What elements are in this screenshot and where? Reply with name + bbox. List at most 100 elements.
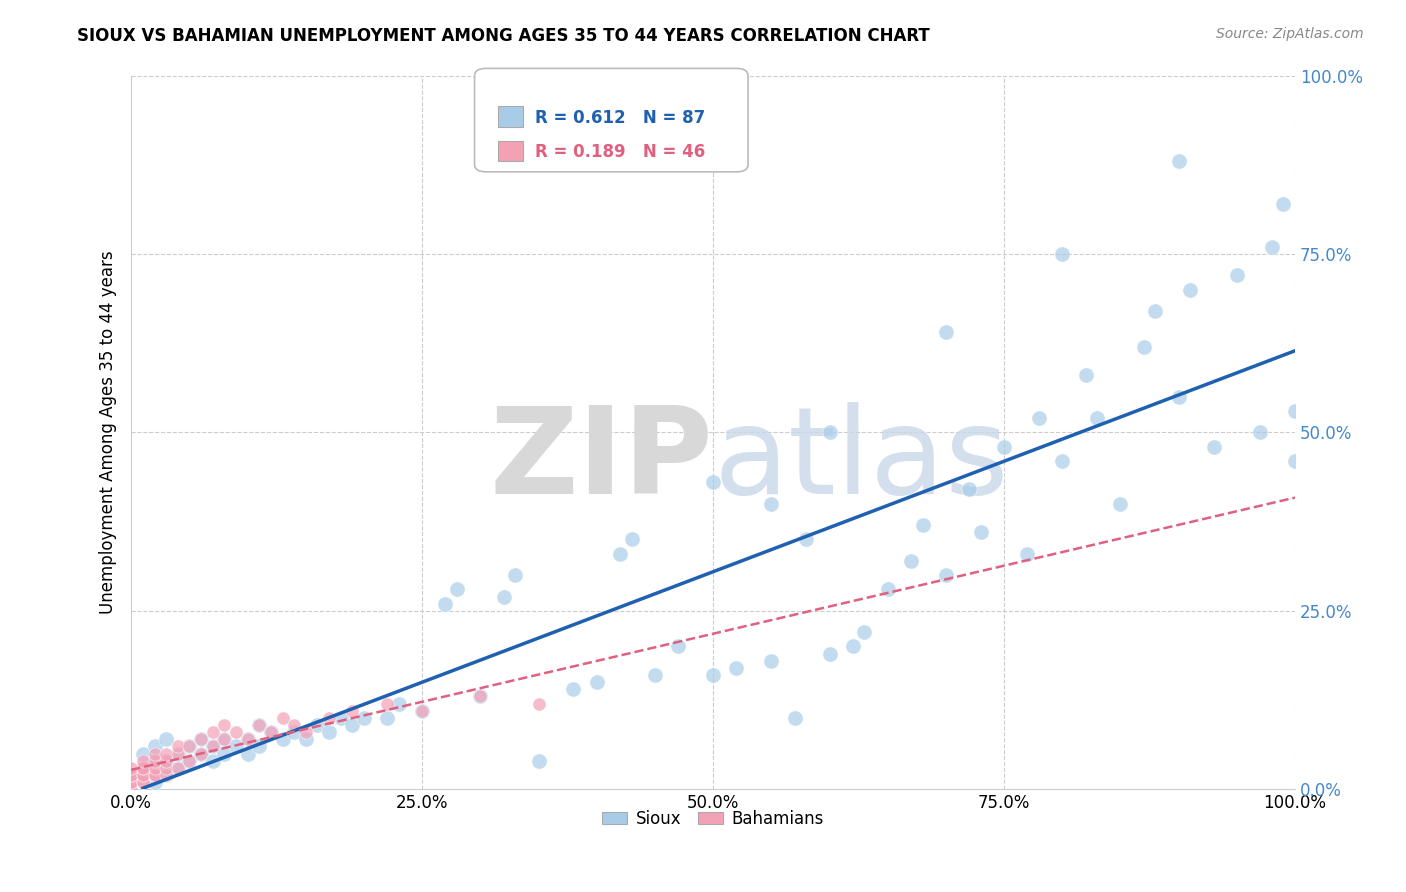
Point [271,732,294,747]
Bar [498,106,523,127]
Point [201,739,224,754]
Point [1226,268,1249,283]
Point [470,690,492,704]
Point [1074,368,1097,383]
Point [132,761,155,775]
Point [201,754,224,768]
Point [1261,240,1284,254]
Point [190,732,212,747]
Point [1284,404,1306,418]
Point [1284,454,1306,468]
Point [271,711,294,725]
Point [166,761,188,775]
Point [120,761,142,775]
Point [935,568,957,582]
Point [1272,197,1295,211]
Point [818,425,841,440]
Point [143,747,166,761]
Point [120,768,142,782]
Text: R = 0.612   N = 87: R = 0.612 N = 87 [536,109,706,127]
Point [143,754,166,768]
FancyBboxPatch shape [475,69,748,172]
Point [247,739,270,754]
Point [155,754,177,768]
Point [1144,304,1167,318]
Point [214,718,236,732]
Point [132,747,155,761]
Point [876,582,898,597]
Point [1180,283,1202,297]
Point [132,754,155,768]
Point [190,747,212,761]
Text: Source: ZipAtlas.com: Source: ZipAtlas.com [1216,27,1364,41]
Point [609,547,631,561]
Point [1017,547,1039,561]
Point [1109,497,1132,511]
Point [527,697,550,711]
Point [214,747,236,761]
Point [120,775,142,789]
Point [342,704,364,718]
Point [120,768,142,782]
Point [155,747,177,761]
Point [155,754,177,768]
Point [503,568,526,582]
Point [201,739,224,754]
Point [179,739,201,754]
Point [143,768,166,782]
Point [375,711,398,725]
Point [132,768,155,782]
Point [132,768,155,782]
Point [143,768,166,782]
Text: SIOUX VS BAHAMIAN UNEMPLOYMENT AMONG AGES 35 TO 44 YEARS CORRELATION CHART: SIOUX VS BAHAMIAN UNEMPLOYMENT AMONG AGE… [77,27,931,45]
Point [247,718,270,732]
Point [761,497,783,511]
Point [783,711,806,725]
Point [970,525,993,540]
Point [179,754,201,768]
Point [143,754,166,768]
Point [446,582,468,597]
Point [1052,454,1074,468]
Point [155,732,177,747]
Point [702,668,724,682]
Point [132,768,155,782]
Point [1085,411,1108,425]
Point [120,782,142,797]
Point [179,754,201,768]
Point [1167,154,1189,169]
Point [853,625,876,640]
Point [143,761,166,775]
Point [190,732,212,747]
Point [120,775,142,789]
Point [1202,440,1225,454]
Point [318,725,340,739]
Text: ZIP: ZIP [489,402,713,519]
Point [307,718,329,732]
Point [993,440,1015,454]
Point [201,725,224,739]
Point [935,326,957,340]
Point [375,697,398,711]
Point [470,690,492,704]
Point [225,725,247,739]
Point [260,725,283,739]
Point [132,761,155,775]
Point [318,711,340,725]
Point [761,654,783,668]
Point [283,725,305,739]
Point [143,775,166,789]
Y-axis label: Unemployment Among Ages 35 to 44 years: Unemployment Among Ages 35 to 44 years [100,251,117,615]
Point [214,732,236,747]
Point [155,768,177,782]
Bar [498,141,523,161]
Point [295,732,318,747]
Point [562,682,585,697]
Point [132,775,155,789]
Point [225,739,247,754]
Point [353,711,375,725]
Legend: Sioux, Bahamians: Sioux, Bahamians [596,803,831,834]
Point [143,761,166,775]
Point [166,739,188,754]
Point [247,718,270,732]
